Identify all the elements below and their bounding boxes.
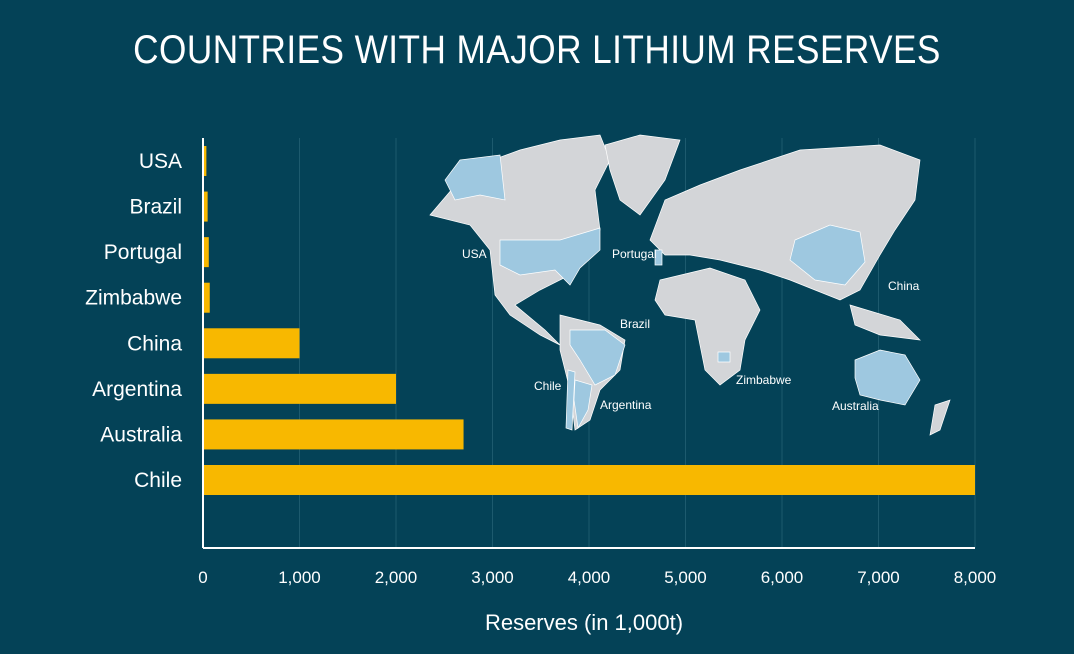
bar-australia [203,419,464,450]
map-region [717,351,731,363]
map-label: Zimbabwe [736,373,792,387]
y-category-label: Chile [134,469,182,492]
bar-brazil [203,191,208,222]
map-label: Portugal [612,247,657,261]
x-tick-label: 4,000 [568,568,611,587]
map-label: Argentina [600,398,652,412]
map-region [654,267,761,386]
map-region [789,224,866,286]
world-map: USA Portugal China Brazil Chile Argentina Zimb… [429,134,951,436]
bar-usa [203,146,207,176]
map-region [654,249,663,266]
bar-portugal [203,237,209,268]
map-region [444,154,506,201]
x-tick-label: 5,000 [664,568,707,587]
map-region [573,379,593,430]
map-region [565,369,576,431]
map-region [499,227,601,286]
y-category-label: Zimbabwe [85,287,182,310]
map-region [569,329,626,386]
map-region [849,304,921,341]
map-label: Australia [832,399,879,413]
chart-title: COUNTRIES WITH MAJOR LITHIUM RESERVES [133,28,941,72]
map-label: Chile [534,379,562,393]
x-tick-label: 0 [198,568,207,587]
x-tick-label: 6,000 [761,568,804,587]
x-tick-label: 8,000 [954,568,997,587]
x-tick-label: 2,000 [375,568,418,587]
x-tick-label: 1,000 [278,568,321,587]
y-category-label: Brazil [129,196,182,219]
y-category-label: Portugal [104,241,182,264]
x-tick-label: 3,000 [471,568,514,587]
bar-chile [203,465,975,495]
map-label: Brazil [620,317,650,331]
y-category-label: Australia [100,423,182,446]
map-region [854,349,921,406]
bar-zimbabwe [203,282,210,313]
bar-china [203,328,300,359]
y-category-label: USA [139,150,182,173]
y-category-label: Argentina [92,378,182,401]
map-label: China [888,279,920,293]
x-axis-label: Reserves (in 1,000t) [485,610,683,635]
bar-argentina [203,373,396,404]
x-tick-label: 7,000 [857,568,900,587]
y-category-label: China [127,332,182,355]
map-region [929,399,951,436]
map-region [604,134,681,216]
map-label: USA [462,247,487,261]
